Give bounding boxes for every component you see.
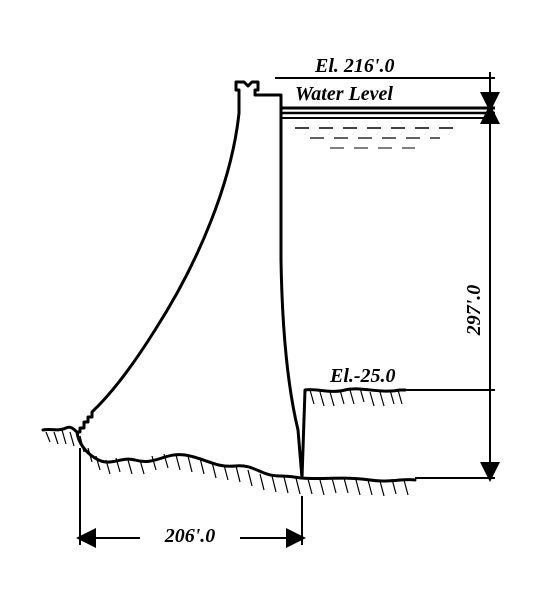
base-elevation-label: El.-25.0 — [329, 365, 396, 387]
hatch-left — [46, 430, 300, 494]
water-surface — [281, 108, 495, 118]
dam-body — [77, 113, 239, 432]
hatch-right-ground — [308, 478, 408, 496]
top-elevation-label: El. 216'.0 — [314, 55, 394, 77]
bedrock-under — [77, 432, 302, 478]
bedrock-left — [43, 427, 77, 432]
dam-water-face — [281, 108, 302, 478]
height-dimension: 297'.0 — [405, 108, 495, 478]
water-dashed — [295, 128, 460, 148]
dam-crest — [236, 82, 281, 113]
height-dim-label: 297'.0 — [463, 285, 485, 337]
width-dim-label: 206'.0 — [164, 525, 216, 547]
water-level-label: Water Level — [295, 83, 393, 105]
bedrock-right-ground — [302, 478, 415, 481]
